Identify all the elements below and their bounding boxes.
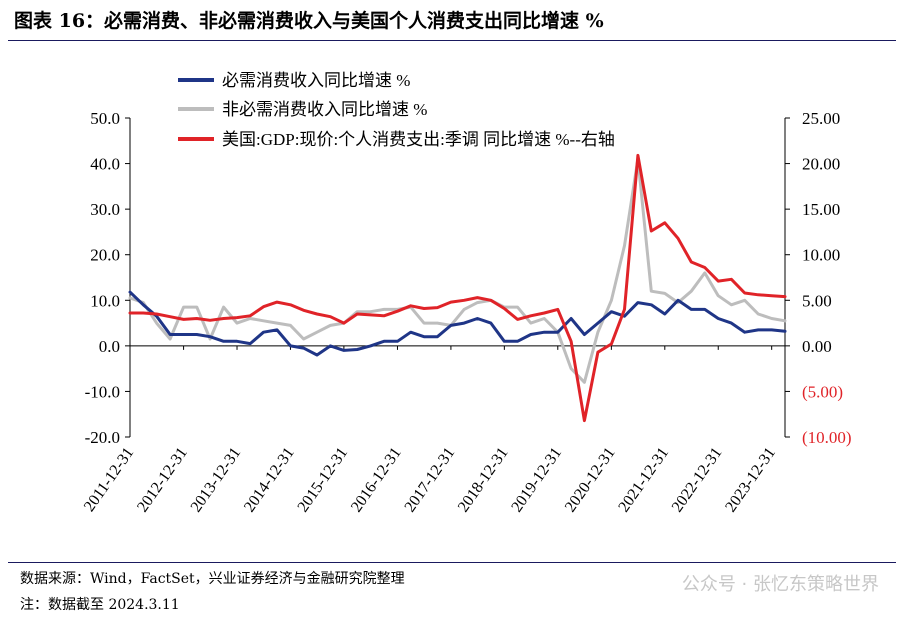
left-axis-tick-label: 0.0: [99, 337, 120, 356]
chart-title: 图表 16：必需消费、非必需消费收入与美国个人消费支出同比增速 %: [14, 10, 604, 32]
left-axis-tick-label: 30.0: [90, 200, 120, 219]
chart-legend: 必需消费收入同比增速 % 非必需消费收入同比增速 % 美国:GDP:现价:个人消费支…: [178, 71, 615, 149]
x-axis-tick-label: 2011-12-31: [81, 445, 137, 515]
source-note: 数据来源：Wind，FactSet，兴业证券经济与金融研究院整理: [20, 571, 405, 587]
left-axis-tick-label: 20.0: [90, 246, 120, 265]
footer-divider: [8, 562, 896, 563]
x-axis-tick-label: 2023-12-31: [722, 445, 779, 516]
right-axis-tick-label: (5.00): [802, 382, 843, 401]
x-axis-tick-label: 2021-12-31: [615, 445, 672, 516]
left-axis-tick-label: 40.0: [90, 155, 120, 174]
x-axis-tick-label: 2013-12-31: [188, 445, 245, 516]
x-axis-tick-label: 2012-12-31: [134, 445, 191, 516]
chart-axes: -20.0 -10.0 0.0 10.0 20.0 30.0 40.0 50.0 (10.00)…: [81, 109, 852, 515]
right-axis-tick-label: 10.00: [802, 246, 840, 265]
right-axis-tick-label: 5.00: [802, 291, 832, 310]
date-note: 注：数据截至 2024.3.11: [20, 597, 180, 613]
right-axis-tick-label: 15.00: [802, 200, 840, 219]
x-axis-tick-label: 2019-12-31: [508, 445, 565, 516]
series-line-1: [128, 157, 787, 384]
chart-series-lines: [128, 153, 787, 423]
x-axis-tick-label: 2014-12-31: [241, 445, 298, 516]
x-axis-tick-label: 2017-12-31: [401, 445, 458, 516]
legend-label-1: 非必需消费收入同比增速 %: [222, 100, 427, 119]
left-axis-tick-label: 50.0: [90, 109, 120, 128]
series-line-0: [128, 290, 787, 357]
right-axis-tick-label: 25.00: [802, 109, 840, 128]
line-chart: -20.0 -10.0 0.0 10.0 20.0 30.0 40.0 50.0 (10.00)…: [81, 71, 852, 515]
x-axis-tick-label: 2020-12-31: [562, 445, 619, 516]
left-axis-tick-label: -20.0: [85, 428, 120, 447]
legend-label-2: 美国:GDP:现价:个人消费支出:季调 同比增速 %--右轴: [222, 130, 615, 149]
right-axis-tick-label: (10.00): [802, 428, 852, 447]
x-axis-tick-label: 2018-12-31: [455, 445, 512, 516]
left-axis-tick-label: 10.0: [90, 291, 120, 310]
series-line-2: [128, 153, 787, 423]
right-axis-tick-label: 20.00: [802, 155, 840, 174]
right-axis-tick-label: 0.00: [802, 337, 832, 356]
legend-label-0: 必需消费收入同比增速 %: [222, 71, 410, 90]
title-divider: [8, 40, 896, 41]
x-axis-tick-label: 2016-12-31: [348, 445, 405, 516]
x-axis-tick-label: 2015-12-31: [294, 445, 351, 516]
x-axis-tick-label: 2022-12-31: [669, 445, 726, 516]
left-axis-tick-label: -10.0: [85, 382, 120, 401]
watermark: 公众号 · 张忆东策略世界: [681, 574, 879, 595]
